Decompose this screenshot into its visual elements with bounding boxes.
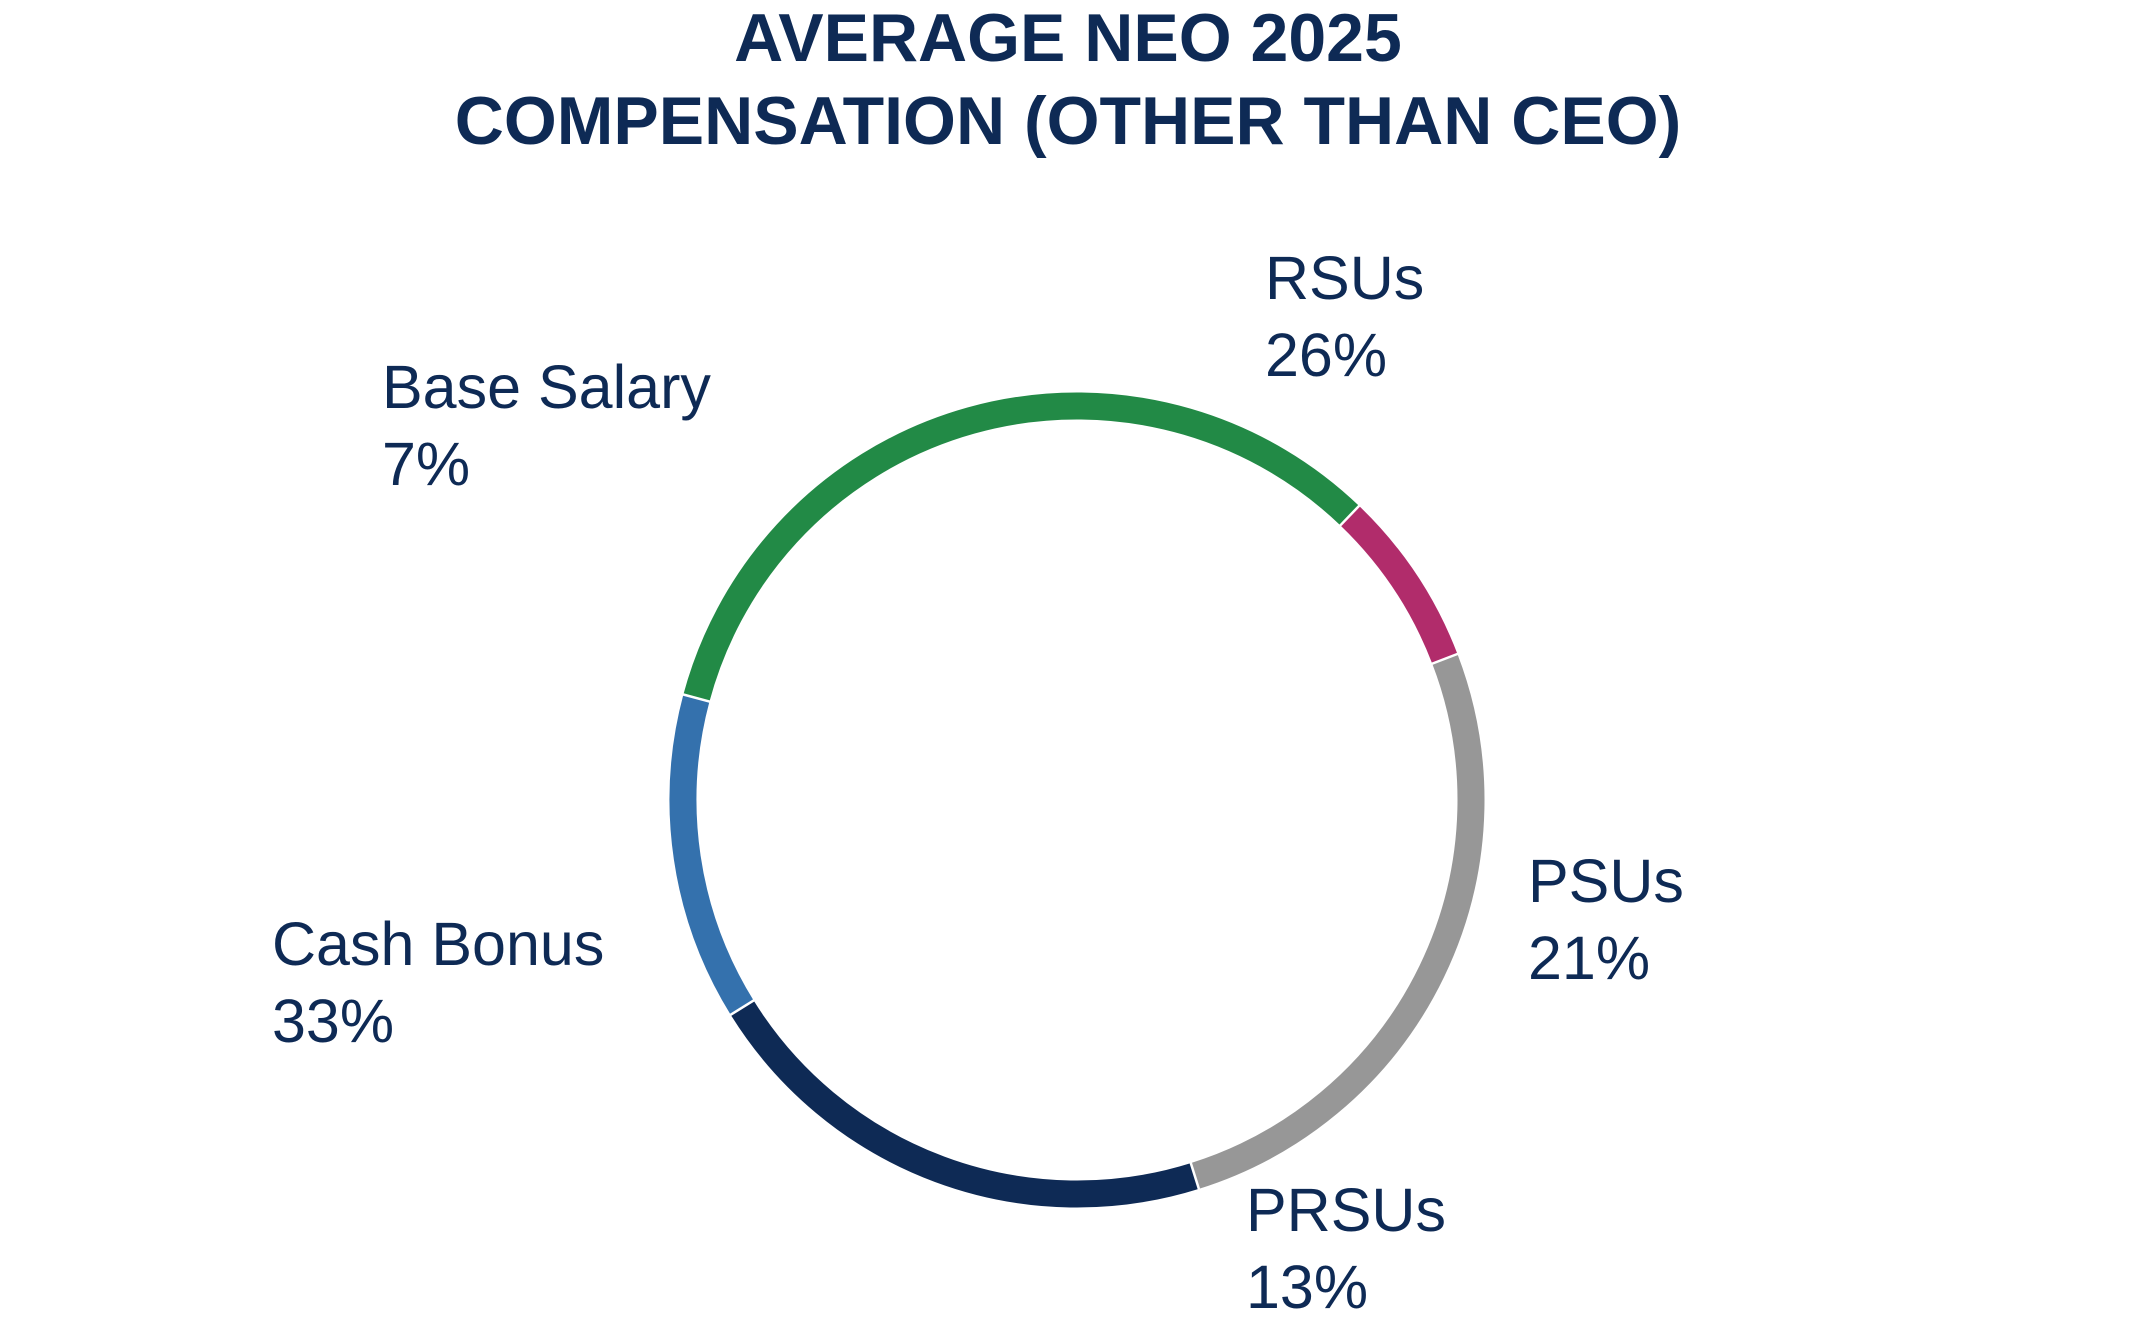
donut-slice-cash-bonus <box>683 392 1360 702</box>
slice-value-rsus: 26% <box>1265 321 1388 389</box>
donut-slice-rsus <box>1190 653 1485 1189</box>
donut-slice-prsus <box>669 694 754 1015</box>
slice-label-prsus: PRSUs 13% <box>1246 1172 1446 1326</box>
slice-name-psus: PSUs <box>1528 847 1684 915</box>
slice-value-cash-bonus: 33% <box>272 987 395 1055</box>
slice-name-prsus: PRSUs <box>1246 1176 1446 1244</box>
slice-separator <box>1188 1160 1201 1192</box>
slice-label-psus: PSUs 21% <box>1528 843 1684 997</box>
slice-name-cash-bonus: Cash Bonus <box>272 910 605 978</box>
slice-label-base-salary: Base Salary 7% <box>382 349 711 503</box>
slice-separator <box>681 692 712 704</box>
slice-separator <box>1338 503 1362 528</box>
slice-label-rsus: RSUs 26% <box>1265 240 1424 394</box>
chart-title-line-2: COMPENSATION (OTHER THAN CEO) <box>454 83 1682 159</box>
slice-label-cash-bonus: Cash Bonus 33% <box>272 906 604 1060</box>
donut-slice-base-salary <box>1340 505 1458 664</box>
slice-value-base-salary: 7% <box>382 430 471 498</box>
slice-name-base-salary: Base Salary <box>382 353 711 421</box>
slice-value-psus: 21% <box>1528 924 1651 992</box>
slice-separator <box>1429 652 1460 666</box>
slice-separator <box>728 998 756 1017</box>
chart-title-line-1: AVERAGE NEO 2025 <box>734 0 1402 76</box>
slice-name-rsus: RSUs <box>1265 244 1425 312</box>
donut-slice-psus <box>730 1000 1199 1208</box>
slice-value-prsus: 13% <box>1246 1253 1369 1321</box>
